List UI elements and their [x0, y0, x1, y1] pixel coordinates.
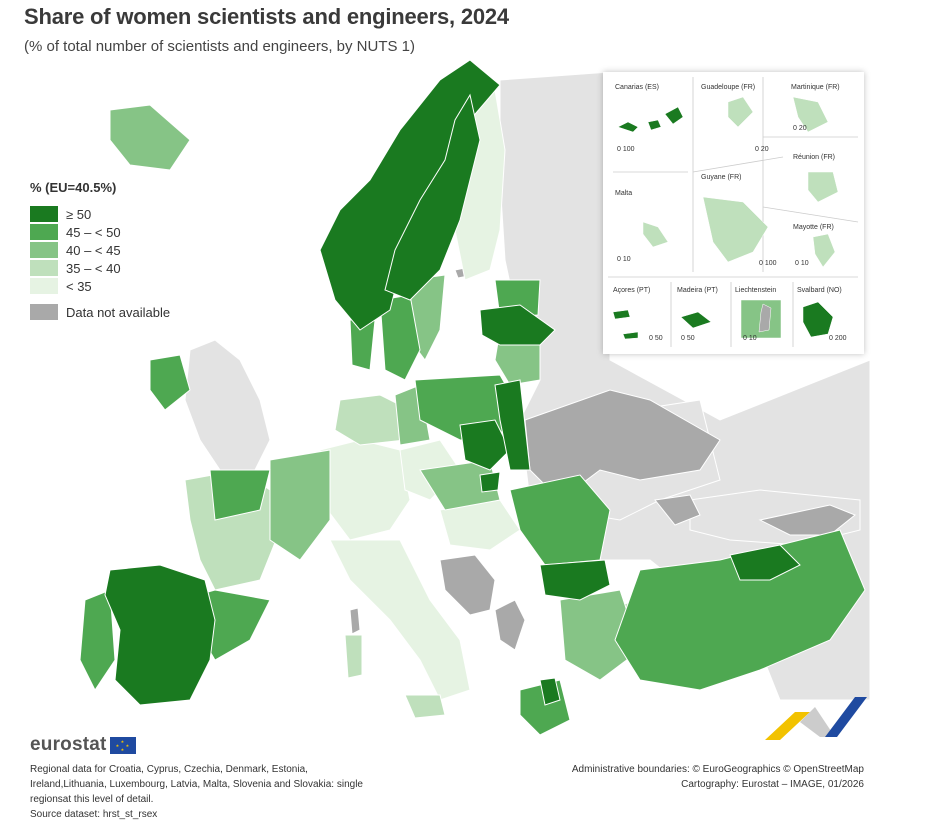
legend-item: 45 – < 50 — [30, 223, 170, 241]
inset-svalbard: Svalbard (NO) — [797, 287, 842, 294]
legend-label: 40 – < 45 — [66, 242, 121, 258]
legend-label: ≥ 50 — [66, 206, 92, 222]
legend-label: Data not available — [66, 304, 171, 320]
inset-mayotte: Mayotte (FR) — [793, 224, 834, 231]
eurostat-brand-mark — [765, 697, 867, 740]
source-dataset: Source dataset: hrst_st_rsex — [30, 809, 158, 820]
legend-item: 40 – < 45 — [30, 241, 170, 259]
inset-martinique-scale: 0 20 — [793, 125, 807, 132]
inset-madeira: Madeira (PT) — [677, 287, 718, 294]
legend-title: % (EU=40.5%) — [30, 180, 117, 195]
regions-45-50 — [79, 279, 866, 736]
legend-label: < 35 — [66, 278, 92, 294]
legend-swatch — [30, 242, 58, 258]
legend-item: < 35 — [30, 277, 170, 295]
footnote: Regional data for Croatia, Cyprus, Czech… — [30, 762, 410, 822]
footnote-line: Ireland,Lithuania, Luxembourg, Latvia, M… — [30, 779, 363, 790]
legend-swatch — [30, 224, 58, 240]
inset-guyane-scale: 0 100 — [759, 260, 777, 267]
inset-reunion: Réunion (FR) — [793, 154, 836, 161]
inset-guyane: Guyane (FR) — [701, 174, 742, 181]
eurostat-wordmark: eurostat — [30, 734, 107, 755]
inset-guadeloupe: Guadeloupe (FR) — [701, 84, 756, 91]
eurostat-logo: eurostat ★ ★ ★ ★ — [30, 734, 136, 756]
inset-martinique: Martinique (FR) — [791, 84, 840, 91]
legend-swatch — [30, 206, 58, 222]
inset-malta: Malta — [615, 190, 633, 197]
legend-item-na: Data not available — [30, 303, 170, 321]
inset-panel: Canarias (ES) 0 100 Guadeloupe (FR) 0 20… — [603, 72, 864, 354]
credit-cartography: Cartography: Eurostat – IMAGE, 01/2026 — [681, 779, 864, 790]
inset-mayotte-scale: 0 10 — [795, 260, 809, 267]
credits: Administrative boundaries: © EuroGeograp… — [572, 762, 864, 792]
legend-item: ≥ 50 — [30, 205, 170, 223]
inset-malta-scale: 0 10 — [617, 256, 631, 263]
legend-swatch — [30, 278, 58, 294]
legend-swatch — [30, 304, 58, 320]
inset-canarias: Canarias (ES) — [615, 84, 659, 91]
data-not-available-regions — [349, 267, 856, 651]
eu-flag-icon: ★ ★ ★ ★ — [109, 736, 136, 754]
inset-madeira-scale: 0 50 — [681, 335, 695, 342]
inset-regions — [612, 96, 839, 340]
page-subtitle: (% of total number of scientists and eng… — [24, 38, 416, 55]
map-legend: % (EU=40.5%) ≥ 50 45 – < 50 40 – < 45 35… — [30, 180, 170, 321]
legend-label: 45 – < 50 — [66, 224, 121, 240]
inset-svalbard-scale: 0 200 — [829, 335, 847, 342]
footnote-line: regionsat this level of detail. — [30, 794, 154, 805]
inset-liechtenstein: Liechtenstein — [735, 287, 777, 294]
inset-acores-scale: 0 50 — [649, 335, 663, 342]
credit-boundaries: Administrative boundaries: © EuroGeograp… — [571, 764, 864, 775]
legend-label: 35 – < 40 — [66, 260, 121, 276]
footnote-line: Regional data for Croatia, Cyprus, Czech… — [30, 764, 308, 775]
inset-canarias-scale: 0 100 — [617, 146, 635, 153]
legend-swatch — [30, 260, 58, 276]
regions-50-plus — [104, 59, 801, 706]
legend-item: 35 – < 40 — [30, 259, 170, 277]
inset-maps — [608, 77, 859, 347]
inset-acores: Açores (PT) — [613, 287, 651, 294]
page-title: Share of women scientists and engineers,… — [24, 4, 509, 29]
inset-guadeloupe-scale: 0 20 — [755, 146, 769, 153]
inset-liechtenstein-scale: 0 10 — [743, 335, 757, 342]
